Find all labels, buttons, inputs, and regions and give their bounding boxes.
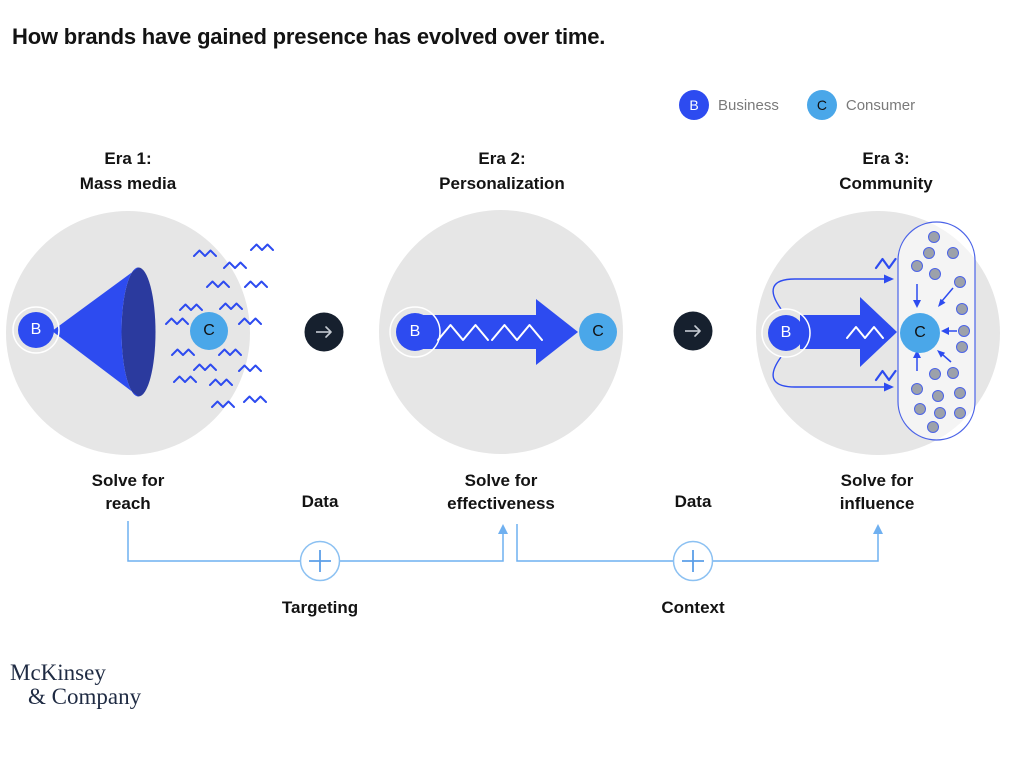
era3-community-flows [772,274,894,392]
context-bracket-arrowhead [873,524,883,534]
business-badge-icon: B [679,90,709,120]
community-dots [911,231,970,433]
era3-lower-flow [772,356,884,388]
era2-solve-line1: Solve for [464,471,538,490]
era3-consumer-badge: C [900,313,940,353]
era2-solve-label: Solve for effectiveness [391,469,611,515]
transition-1 [304,312,344,352]
era2-solve-line2: effectiveness [447,494,555,513]
legend-consumer-label: Consumer [845,96,916,114]
era2-heading-line1: Era 2: [478,149,526,168]
era1-heading-line1: Era 1: [104,149,152,168]
era3-lower-flow-arrowhead [884,382,894,392]
era1-consumer-badge: C [190,312,228,350]
context-bracket-right [712,533,879,562]
megaphone-icon [52,267,156,397]
logo-line2: & Company [28,684,142,709]
transition-2-arrow-chevron [694,325,701,337]
megaphone-cone [52,267,139,397]
era3-upper-flow-arrowhead [884,274,894,284]
era2-signal-zigzag-2 [491,324,543,341]
legend: B Business C Consumer [679,90,915,120]
transition-1-data-label: Data [301,492,339,511]
mckinsey-logo: McKinsey & Company [10,661,141,709]
era2-arrow-head [536,299,578,365]
business-badge-rings [12,306,811,358]
era3-solve-line2: influence [839,494,915,513]
targeting-bracket [127,521,508,582]
era3-arrow [800,297,897,367]
influence-arrows [913,284,957,371]
era3-business-badge: B [768,315,804,351]
era1-solve-line2: reach [105,494,151,513]
era1-solve-line1: Solve for [91,471,165,490]
page-title: How brands have gained presence has evol… [12,24,606,49]
context-label: Context [661,598,725,617]
context-bracket [516,524,883,582]
targeting-bracket-arrowhead [498,524,508,534]
legend-business-label: Business [718,96,779,114]
transition-2-data-label: Data [674,492,712,511]
targeting-bracket-left [127,521,301,562]
era3-solve-line1: Solve for [840,471,914,490]
transition-1-arrow-chevron [325,326,332,338]
targeting-bracket-right [339,533,504,562]
era1-business-ring [12,306,60,354]
era3-solve-label: Solve for influence [767,469,987,515]
era2-business-ring [389,306,441,358]
era2-heading: Era 2: Personalization [352,146,652,196]
era2-consumer-badge: C [579,313,617,351]
era1-heading: Era 1: Mass media [0,146,278,196]
era1-heading-line2: Mass media [79,174,177,193]
transition-2 [673,311,713,351]
era2-heading-line2: Personalization [439,174,565,193]
era3-business-ring [761,308,811,358]
era1-business-badge: B [18,312,54,348]
context-bracket-left [516,524,674,562]
era1-solve-label: Solve for reach [18,469,238,515]
era2-arrow-body [415,315,536,349]
era3-signal-zigzag [846,326,884,339]
era2-business-badge: B [396,313,434,351]
era3-heading-line2: Community [839,174,933,193]
logo-line1: McKinsey [10,660,106,685]
targeting-label: Targeting [281,598,359,617]
era2-arrow [415,299,578,365]
megaphone-mouth [121,267,156,397]
era3-heading: Era 3: Community [736,146,1024,196]
era3-heading-line1: Era 3: [862,149,910,168]
era2-signal-zigzag-1 [437,324,489,341]
consumer-badge-icon: C [806,90,837,120]
era3-upper-flow [772,278,884,310]
